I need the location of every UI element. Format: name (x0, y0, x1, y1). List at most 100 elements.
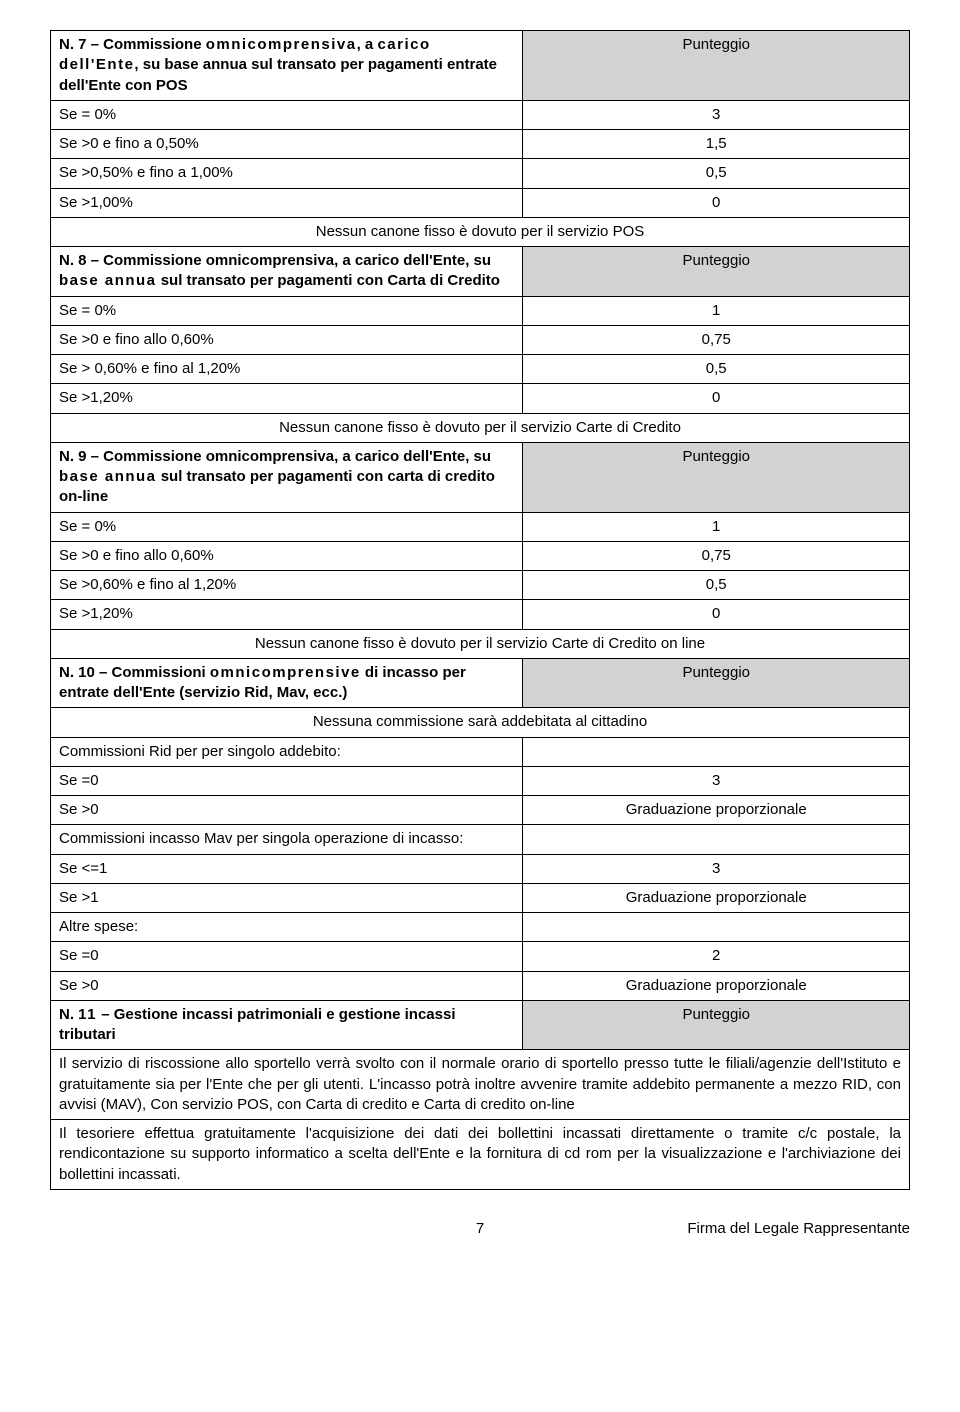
table-row: Se >0 e fino a 0,50%1,5 (51, 130, 910, 159)
section-n10-header: N. 10 – Commissioni omnicomprensive di i… (51, 658, 910, 708)
table-row: Se >0Graduazione proporzionale (51, 971, 910, 1000)
table-row: Se =02 (51, 942, 910, 971)
n10-note: Nessuna commissione sarà addebitata al c… (51, 708, 910, 737)
cell-value: 0 (523, 188, 910, 217)
cell-value: 0,5 (523, 571, 910, 600)
n8-score-header: Punteggio (523, 247, 910, 297)
table-row: Commissioni Rid per per singolo addebito… (51, 737, 910, 766)
n10-sub2-title: Commissioni incasso Mav per singola oper… (51, 825, 523, 854)
table-row: Se = 0%3 (51, 100, 910, 129)
cell-label: Se >0 e fino a 0,50% (51, 130, 523, 159)
table-row: Se >0 e fino allo 0,60%0,75 (51, 541, 910, 570)
n8-title: N. 8 – Commissione omnicomprensiva, a ca… (51, 247, 523, 297)
cell-value: 1 (523, 512, 910, 541)
cell-label: Se =0 (51, 942, 523, 971)
cell-label: Se >0 (51, 971, 523, 1000)
table-row: Se = 0%1 (51, 296, 910, 325)
n11-para1-row: Il servizio di riscossione allo sportell… (51, 1050, 910, 1120)
cell-value: 3 (523, 854, 910, 883)
cell-value: 1 (523, 296, 910, 325)
table-row: Se >0Graduazione proporzionale (51, 796, 910, 825)
n10-note-row: Nessuna commissione sarà addebitata al c… (51, 708, 910, 737)
cell-value: 0,75 (523, 325, 910, 354)
n9-note-row: Nessun canone fisso è dovuto per il serv… (51, 629, 910, 658)
page-footer: 7 Firma del Legale Rappresentante (50, 1220, 910, 1237)
table-row: Se >0,50% e fino a 1,00%0,5 (51, 159, 910, 188)
cell-value: 3 (523, 100, 910, 129)
empty-cell (523, 737, 910, 766)
section-n7-header: N. 7 – Commissione omnicomprensiva, a ca… (51, 31, 910, 101)
table-row: Altre spese: (51, 913, 910, 942)
n11-para2-row: Il tesoriere effettua gratuitamente l'ac… (51, 1120, 910, 1190)
n7-note-row: Nessun canone fisso è dovuto per il serv… (51, 217, 910, 246)
cell-value: 1,5 (523, 130, 910, 159)
table-row: Se >1Graduazione proporzionale (51, 883, 910, 912)
n8-note: Nessun canone fisso è dovuto per il serv… (51, 413, 910, 442)
n10-title: N. 10 – Commissioni omnicomprensive di i… (51, 658, 523, 708)
cell-label: Se <=1 (51, 854, 523, 883)
cell-label: Se >0 (51, 796, 523, 825)
cell-label: Se = 0% (51, 100, 523, 129)
empty-cell (523, 913, 910, 942)
section-n8-header: N. 8 – Commissione omnicomprensiva, a ca… (51, 247, 910, 297)
n9-note: Nessun canone fisso è dovuto per il serv… (51, 629, 910, 658)
cell-label: Se >1,20% (51, 600, 523, 629)
n9-score-header: Punteggio (523, 442, 910, 512)
table-row: Se >1,20%0 (51, 600, 910, 629)
cell-label: Se >0 e fino allo 0,60% (51, 325, 523, 354)
n7-note: Nessun canone fisso è dovuto per il serv… (51, 217, 910, 246)
cell-value: Graduazione proporzionale (523, 796, 910, 825)
n9-title-text: N. 9 – Commissione omnicomprensiva, a ca… (59, 448, 495, 506)
cell-value: 0,75 (523, 541, 910, 570)
page: N. 7 – Commissione omnicomprensiva, a ca… (0, 0, 960, 1267)
signature-label: Firma del Legale Rappresentante (623, 1220, 910, 1237)
cell-value: 0 (523, 384, 910, 413)
cell-value: Graduazione proporzionale (523, 971, 910, 1000)
cell-label: Se = 0% (51, 296, 523, 325)
n11-para1: Il servizio di riscossione allo sportell… (51, 1050, 910, 1120)
n11-title-text: N. 11 – Gestione incassi patrimoniali e … (59, 1006, 456, 1043)
table-row: Se = 0%1 (51, 512, 910, 541)
table-row: Commissioni incasso Mav per singola oper… (51, 825, 910, 854)
cell-label: Se >1,20% (51, 384, 523, 413)
cell-value: Graduazione proporzionale (523, 883, 910, 912)
n11-para2: Il tesoriere effettua gratuitamente l'ac… (51, 1120, 910, 1190)
table-row: Se >1,00%0 (51, 188, 910, 217)
cell-label: Se >1 (51, 883, 523, 912)
cell-label: Se >0,60% e fino al 1,20% (51, 571, 523, 600)
empty-cell (523, 825, 910, 854)
cell-value: 0,5 (523, 355, 910, 384)
cell-label: Se >0 e fino allo 0,60% (51, 541, 523, 570)
cell-label: Se >0,50% e fino a 1,00% (51, 159, 523, 188)
cell-value: 0 (523, 600, 910, 629)
section-n9-header: N. 9 – Commissione omnicomprensiva, a ca… (51, 442, 910, 512)
table-row: Se >0,60% e fino al 1,20%0,5 (51, 571, 910, 600)
cell-label: Se =0 (51, 766, 523, 795)
table-row: Se =03 (51, 766, 910, 795)
table-row: Se >1,20%0 (51, 384, 910, 413)
n11-title: N. 11 – Gestione incassi patrimoniali e … (51, 1000, 523, 1050)
n8-title-text: N. 8 – Commissione omnicomprensiva, a ca… (59, 252, 500, 289)
n7-title-text: N. 7 – Commissione omnicomprensiva, a ca… (59, 36, 497, 94)
cell-label: Se = 0% (51, 512, 523, 541)
n10-score-header: Punteggio (523, 658, 910, 708)
n10-sub1-title: Commissioni Rid per per singolo addebito… (51, 737, 523, 766)
page-number: 7 (337, 1220, 624, 1237)
cell-label: Se > 0,60% e fino al 1,20% (51, 355, 523, 384)
cell-value: 2 (523, 942, 910, 971)
criteria-table: N. 7 – Commissione omnicomprensiva, a ca… (50, 30, 910, 1190)
cell-value: 3 (523, 766, 910, 795)
n10-title-text: N. 10 – Commissioni omnicomprensive di i… (59, 664, 466, 701)
section-n11-header: N. 11 – Gestione incassi patrimoniali e … (51, 1000, 910, 1050)
n8-note-row: Nessun canone fisso è dovuto per il serv… (51, 413, 910, 442)
n7-title: N. 7 – Commissione omnicomprensiva, a ca… (51, 31, 523, 101)
table-row: Se <=13 (51, 854, 910, 883)
table-row: Se >0 e fino allo 0,60%0,75 (51, 325, 910, 354)
cell-label: Se >1,00% (51, 188, 523, 217)
n10-sub3-title: Altre spese: (51, 913, 523, 942)
n7-score-header: Punteggio (523, 31, 910, 101)
n9-title: N. 9 – Commissione omnicomprensiva, a ca… (51, 442, 523, 512)
table-row: Se > 0,60% e fino al 1,20%0,5 (51, 355, 910, 384)
cell-value: 0,5 (523, 159, 910, 188)
n11-score-header: Punteggio (523, 1000, 910, 1050)
